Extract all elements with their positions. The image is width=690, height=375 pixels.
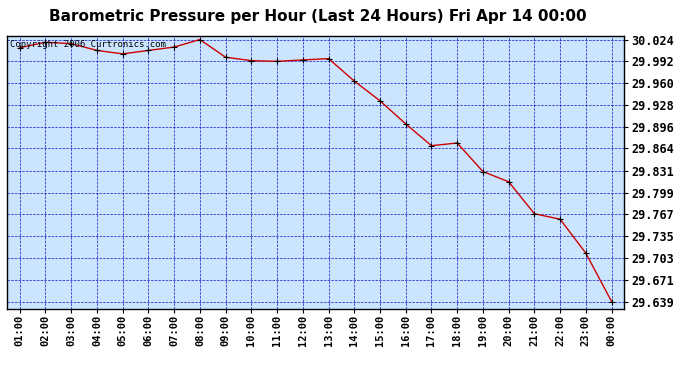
Text: Barometric Pressure per Hour (Last 24 Hours) Fri Apr 14 00:00: Barometric Pressure per Hour (Last 24 Ho… (48, 9, 586, 24)
Text: Copyright 2006 Curtronics.com: Copyright 2006 Curtronics.com (10, 40, 166, 49)
